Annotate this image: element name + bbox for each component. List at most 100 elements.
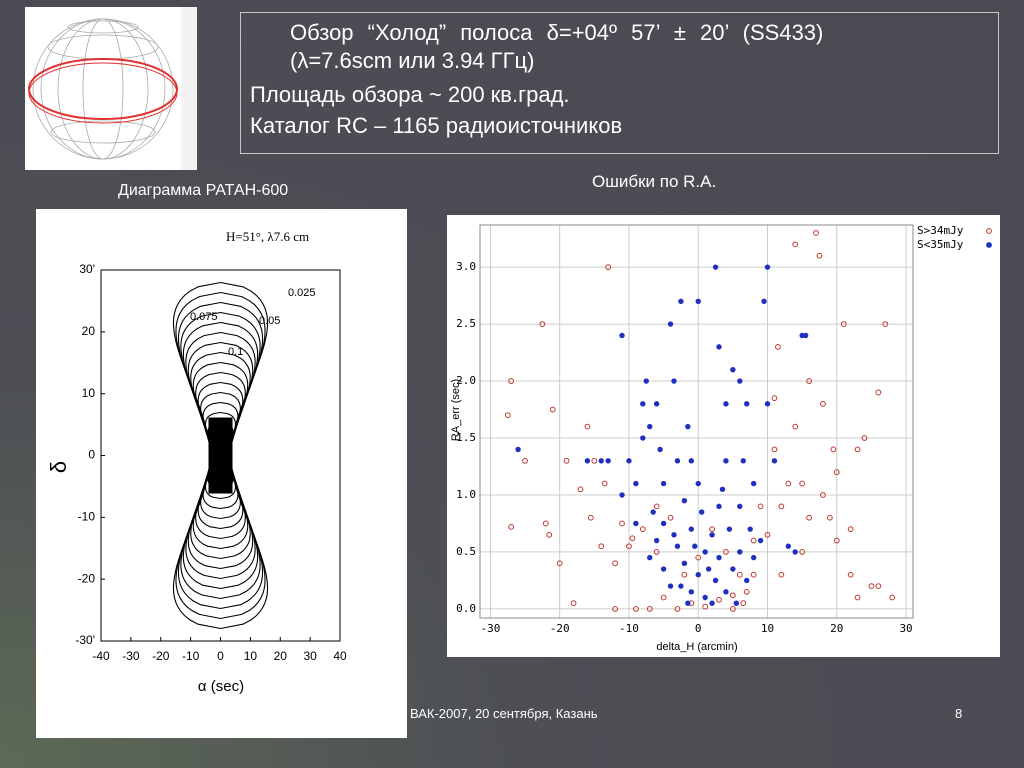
data-point (757, 503, 764, 510)
data-point (674, 605, 681, 612)
data-point (626, 458, 632, 464)
y-tick-label: 2.0 (456, 374, 476, 387)
data-point (792, 241, 799, 248)
data-point (612, 605, 618, 612)
footer: ВАК-2007, 20 сентября, Казань (410, 706, 598, 721)
page-number: 8 (955, 706, 963, 721)
data-point (698, 509, 705, 515)
data-point (667, 321, 674, 327)
data-point (605, 458, 611, 464)
x-tick-label: -20 (550, 622, 570, 635)
data-point (882, 321, 889, 328)
data-point (806, 378, 812, 384)
y-tick-label: 0.0 (456, 602, 476, 615)
data-point (833, 537, 840, 544)
data-point (619, 332, 625, 339)
caption: Диаграмма РАТАН-600 (118, 182, 289, 199)
data-point (750, 537, 757, 544)
data-point (723, 401, 729, 407)
data-point (539, 321, 546, 328)
x-tick-label: 30 (303, 649, 317, 663)
data-point (799, 480, 806, 487)
data-point (709, 600, 715, 606)
data-point (740, 600, 747, 607)
data-point (632, 605, 639, 612)
y-tick-label: 1.0 (456, 488, 476, 501)
data-point (657, 446, 663, 453)
data-point (695, 298, 701, 305)
data-point (868, 583, 875, 590)
data-point (820, 492, 826, 498)
data-point (671, 378, 677, 384)
data-point (737, 378, 743, 384)
data-point (577, 486, 584, 493)
data-point (771, 446, 778, 453)
data-point (674, 458, 681, 464)
data-point (546, 531, 553, 538)
y-tick-label: 10 (82, 386, 96, 400)
data-point (653, 549, 660, 555)
x-tick-label: 10 (761, 622, 774, 635)
y-axis-label: RA_err (sec) (450, 379, 462, 441)
data-point (712, 577, 719, 584)
data-point (854, 446, 861, 453)
x-tick-label: -30 (122, 649, 140, 663)
data-point (702, 603, 709, 610)
data-point (875, 583, 882, 590)
data-point (792, 549, 798, 555)
data-point (504, 412, 511, 419)
contour-label: 0.075 (190, 311, 218, 323)
data-point (643, 378, 649, 384)
data-point (712, 264, 719, 270)
data-point (678, 298, 684, 305)
data-point (678, 583, 684, 589)
data-point (646, 605, 653, 612)
data-point (816, 252, 823, 259)
y-tick-label: 20 (82, 324, 96, 338)
data-point (640, 401, 646, 407)
contour-core (208, 417, 233, 494)
x-tick-label: 10 (244, 649, 258, 663)
data-point (681, 497, 688, 504)
data-point (685, 600, 691, 606)
data-point (726, 526, 733, 532)
data-point (695, 480, 701, 487)
data-point (719, 486, 726, 492)
data-point (764, 264, 771, 270)
data-point (747, 526, 753, 532)
data-point (826, 514, 833, 521)
contour-label: 0.1 (228, 346, 243, 358)
data-point (733, 600, 740, 606)
data-point (549, 406, 556, 413)
data-point (667, 514, 674, 521)
data-point (709, 532, 715, 538)
data-point (723, 458, 729, 464)
y-tick-label: -30' (75, 633, 95, 647)
data-point (598, 543, 605, 550)
data-point (660, 566, 667, 572)
data-point (674, 543, 681, 549)
data-point (633, 480, 639, 487)
data-point (653, 401, 660, 407)
data-point (584, 458, 591, 464)
data-point (716, 596, 722, 603)
scatter-chart: -30 -20 -10 0 10 20 30 0.0 0.5 1.0 1.5 2.0 2.5 3.0 S>3… (447, 215, 1000, 657)
data-point (736, 571, 743, 578)
data-point (764, 531, 771, 538)
x-tick-label: 0 (695, 622, 702, 635)
data-point (716, 344, 722, 350)
data-point (847, 526, 854, 533)
data-point (639, 526, 646, 533)
data-point (743, 588, 750, 595)
data-point (695, 554, 702, 561)
data-point (750, 554, 757, 561)
data-point (785, 543, 791, 549)
data-point (570, 600, 577, 607)
x-axis-label: delta_H (arcmin) (656, 641, 737, 653)
data-point (542, 520, 549, 527)
data-point (709, 526, 715, 533)
data-point (737, 549, 743, 555)
data-point (629, 535, 636, 542)
data-point (723, 549, 729, 555)
data-point (647, 554, 653, 561)
